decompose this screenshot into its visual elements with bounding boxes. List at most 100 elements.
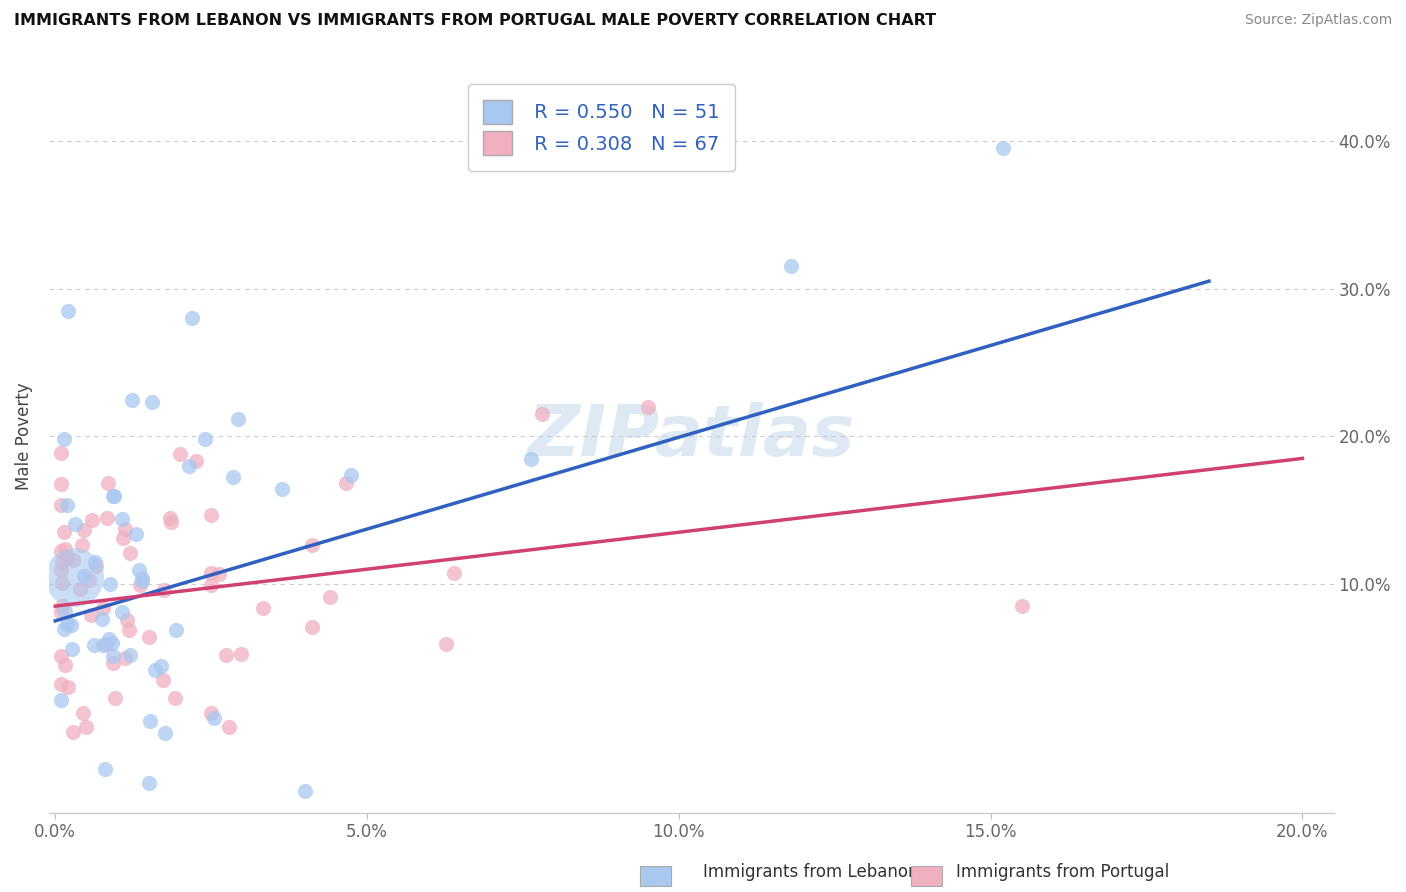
Text: Immigrants from Lebanon: Immigrants from Lebanon: [703, 863, 918, 881]
Point: [111, 512, 134, 526]
Point: [97, 632, 120, 647]
Point: [101, 636, 124, 650]
Point: [75, 720, 97, 734]
Point: [51, 544, 73, 558]
Point: [83, 638, 105, 652]
Point: [112, 531, 135, 545]
Point: [436, 637, 458, 651]
Point: [335, 475, 357, 490]
Point: [86, 559, 108, 574]
Point: [159, 510, 181, 524]
Point: [169, 447, 191, 461]
Point: [97, 476, 120, 491]
Point: [53, 432, 76, 446]
Point: [163, 691, 186, 706]
Point: [319, 590, 342, 604]
Point: [194, 432, 217, 446]
Point: [62, 553, 84, 567]
Point: [339, 468, 361, 483]
Point: [51, 605, 73, 619]
Point: [91, 600, 114, 615]
Point: [160, 515, 183, 529]
Point: [55, 658, 77, 673]
Point: [55, 550, 77, 565]
Point: [131, 574, 153, 588]
Point: [98, 577, 121, 591]
Point: [51, 446, 73, 460]
Point: [63, 516, 86, 531]
Point: [1011, 599, 1033, 614]
Point: [51, 555, 73, 569]
Text: IMMIGRANTS FROM LEBANON VS IMMIGRANTS FROM PORTUGAL MALE POVERTY CORRELATION CHA: IMMIGRANTS FROM LEBANON VS IMMIGRANTS FR…: [14, 13, 936, 29]
Point: [51, 693, 73, 707]
Point: [218, 720, 240, 734]
Point: [53, 604, 76, 618]
Point: [72, 538, 94, 552]
Point: [96, 511, 118, 525]
Point: [72, 706, 94, 721]
Point: [80, 607, 103, 622]
Y-axis label: Male Poverty: Male Poverty: [15, 383, 32, 490]
Point: [56, 616, 79, 631]
Point: [128, 578, 150, 592]
Point: [103, 489, 125, 503]
Point: [103, 489, 125, 503]
Point: [51, 599, 73, 613]
Point: [139, 714, 162, 729]
Point: [153, 726, 176, 740]
Point: [200, 566, 222, 580]
Point: [62, 724, 84, 739]
Point: [94, 762, 117, 776]
Point: [231, 647, 253, 661]
Point: [111, 605, 134, 619]
Point: [202, 711, 225, 725]
Point: [215, 648, 238, 662]
Point: [530, 407, 553, 421]
Point: [73, 524, 96, 538]
Point: [60, 642, 83, 657]
Point: [208, 566, 231, 581]
Point: [118, 623, 141, 637]
Point: [128, 563, 150, 577]
Point: [104, 691, 127, 706]
Point: [53, 542, 76, 557]
Point: [152, 673, 174, 687]
Point: [520, 451, 543, 466]
Point: [153, 583, 176, 598]
Point: [77, 573, 100, 587]
Point: [114, 522, 136, 536]
Point: [94, 637, 117, 651]
Point: [991, 141, 1014, 155]
Point: [55, 498, 77, 512]
Point: [125, 527, 148, 541]
Point: [51, 477, 73, 491]
Point: [301, 620, 323, 634]
Text: ZIPatlas: ZIPatlas: [527, 401, 855, 471]
Point: [150, 659, 173, 673]
Point: [271, 482, 294, 496]
Point: [143, 663, 166, 677]
Point: [91, 638, 114, 652]
Point: [101, 649, 124, 664]
Point: [294, 783, 316, 797]
Point: [131, 571, 153, 585]
Point: [301, 538, 323, 552]
Point: [174, 852, 197, 866]
Point: [101, 657, 124, 671]
Point: [186, 454, 208, 468]
Point: [52, 622, 75, 636]
Point: [51, 677, 73, 691]
Point: [84, 555, 107, 569]
Point: [200, 578, 222, 592]
Point: [231, 833, 253, 847]
Point: [138, 631, 160, 645]
Point: [120, 546, 142, 560]
Point: [226, 411, 249, 425]
Point: [177, 459, 200, 474]
Point: [51, 576, 73, 591]
Point: [63, 569, 86, 583]
Legend:  R = 0.550   N = 51,  R = 0.308   N = 67: R = 0.550 N = 51, R = 0.308 N = 67: [468, 85, 735, 170]
Point: [82, 513, 104, 527]
Point: [115, 613, 138, 627]
Point: [166, 624, 188, 638]
